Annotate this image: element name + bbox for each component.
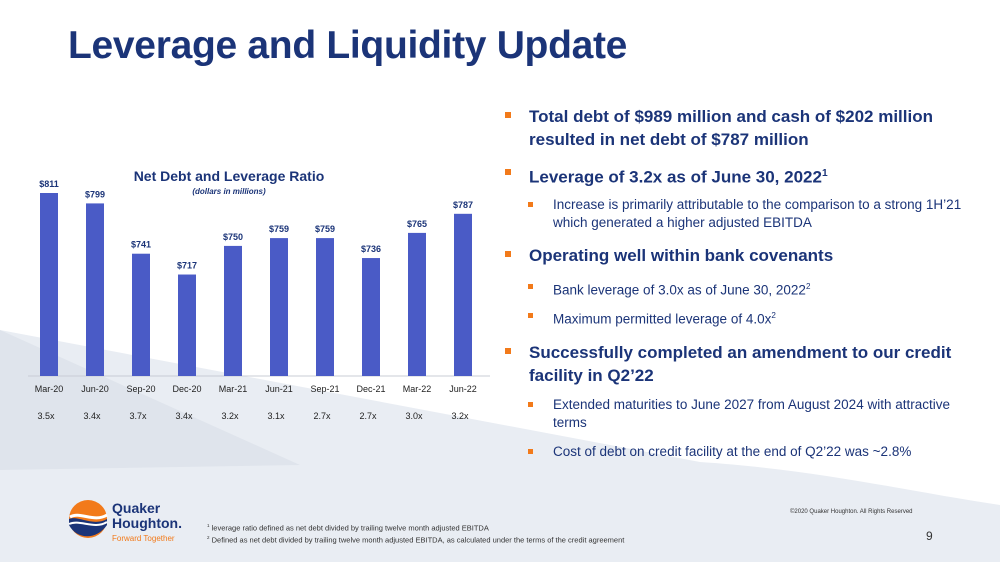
bullet-item: Operating well within bank covenants — [505, 244, 985, 267]
bar-Mar-22 — [408, 232, 426, 376]
x-tick-label: Mar-21 — [219, 384, 248, 394]
bullet-marker-icon — [528, 313, 533, 318]
page-number: 9 — [926, 529, 933, 543]
value-label: $750 — [223, 232, 243, 242]
x-tick-label: Dec-20 — [172, 384, 201, 394]
bullet-item: Total debt of $989 million and cash of $… — [505, 105, 985, 151]
bar-Mar-20 — [40, 193, 58, 376]
chart-title: Net Debt and Leverage Ratio — [134, 168, 325, 184]
footnote-ref: 2 — [771, 311, 776, 320]
value-label: $811 — [39, 179, 59, 189]
bar-Sep-21 — [316, 238, 334, 376]
bullet-text: Successfully completed an amendment to o… — [529, 343, 952, 385]
bullet-text: Total debt of $989 million and cash of $… — [529, 107, 933, 149]
bullet-marker-icon — [528, 402, 533, 407]
bullet-marker-icon — [505, 348, 511, 354]
svg-text:Houghton.: Houghton. — [112, 515, 182, 531]
bullet-marker-icon — [505, 169, 511, 175]
x-tick-label: Mar-20 — [35, 384, 64, 394]
bar-Mar-21 — [224, 245, 242, 376]
bullet-text: Leverage of 3.2x as of June 30, 2022 — [529, 167, 822, 187]
bar-Jun-20 — [86, 203, 104, 376]
value-label: $736 — [361, 244, 381, 254]
bar-Dec-20 — [178, 274, 196, 376]
x-tick-label: Jun-20 — [81, 384, 109, 394]
leverage-ratio-label: 3.7x — [129, 411, 147, 421]
bullet-item: Bank leverage of 3.0x as of June 30, 202… — [505, 278, 985, 300]
x-tick-label: Sep-21 — [310, 384, 339, 394]
copyright: ©2020 Quaker Houghton. All Rights Reserv… — [790, 509, 913, 515]
bullet-marker-icon — [528, 449, 533, 454]
footnote-1: 1 leverage ratio defined as net debt div… — [207, 523, 489, 533]
bar-Dec-21 — [362, 258, 380, 376]
value-label: $741 — [131, 240, 151, 250]
bullet-item: Leverage of 3.2x as of June 30, 20221 — [505, 162, 985, 189]
footnote-ref: 1 — [821, 168, 828, 179]
bullet-item: Extended maturities to June 2027 from Au… — [505, 396, 985, 432]
value-label: $717 — [177, 261, 197, 271]
quaker-houghton-logo: Quaker Houghton. Forward Together — [68, 500, 182, 543]
leverage-ratio-label: 3.2x — [221, 411, 239, 421]
bullet-marker-icon — [528, 284, 533, 289]
bullet-item: Cost of debt on credit facility at the e… — [505, 443, 985, 461]
bullet-marker-icon — [528, 202, 533, 207]
x-tick-label: Sep-20 — [126, 384, 155, 394]
bullet-marker-icon — [505, 251, 511, 257]
bullet-marker-icon — [505, 112, 511, 118]
bullet-text: Operating well within bank covenants — [529, 246, 834, 265]
value-label: $759 — [269, 224, 289, 234]
chart-subtitle: (dollars in millions) — [192, 187, 266, 196]
bar-Jun-22 — [454, 213, 472, 376]
leverage-ratio-label: 3.5x — [37, 411, 55, 421]
svg-text:Forward Together: Forward Together — [112, 534, 175, 543]
bullet-item: Increase is primarily attributable to th… — [505, 196, 985, 232]
bar-Jun-21 — [270, 238, 288, 376]
bullet-text: Maximum permitted leverage of 4.0x — [553, 311, 772, 327]
footnote-ref: 2 — [805, 282, 811, 291]
leverage-ratio-label: 3.0x — [405, 411, 423, 421]
bar-Sep-20 — [132, 253, 150, 376]
bullet-item: Maximum permitted leverage of 4.0x2 — [505, 307, 985, 329]
bullet-item: Successfully completed an amendment to o… — [505, 341, 985, 387]
bullet-text: Cost of debt on credit facility at the e… — [553, 444, 912, 459]
bullet-text: Increase is primarily attributable to th… — [553, 197, 962, 230]
value-label: $765 — [407, 219, 427, 229]
footnote-2: 2 Defined as net debt divided by trailin… — [207, 535, 625, 545]
leverage-ratio-label: 2.7x — [359, 411, 377, 421]
leverage-ratio-label: 2.7x — [313, 411, 331, 421]
page-title: Leverage and Liquidity Update — [68, 24, 628, 67]
x-tick-label: Dec-21 — [356, 384, 385, 394]
bullet-text: Bank leverage of 3.0x as of June 30, 202… — [553, 282, 806, 298]
svg-text:Quaker: Quaker — [112, 500, 161, 516]
value-label: $759 — [315, 224, 335, 234]
leverage-ratio-label: 3.2x — [451, 411, 469, 421]
leverage-ratio-label: 3.4x — [83, 411, 101, 421]
x-tick-label: Jun-21 — [265, 384, 293, 394]
value-label: $799 — [85, 189, 105, 199]
leverage-ratio-label: 3.1x — [267, 411, 285, 421]
value-label: $787 — [453, 200, 473, 210]
leverage-ratio-label: 3.4x — [175, 411, 193, 421]
bullet-text: Extended maturities to June 2027 from Au… — [553, 397, 950, 430]
x-tick-label: Mar-22 — [403, 384, 432, 394]
x-tick-label: Jun-22 — [449, 384, 477, 394]
